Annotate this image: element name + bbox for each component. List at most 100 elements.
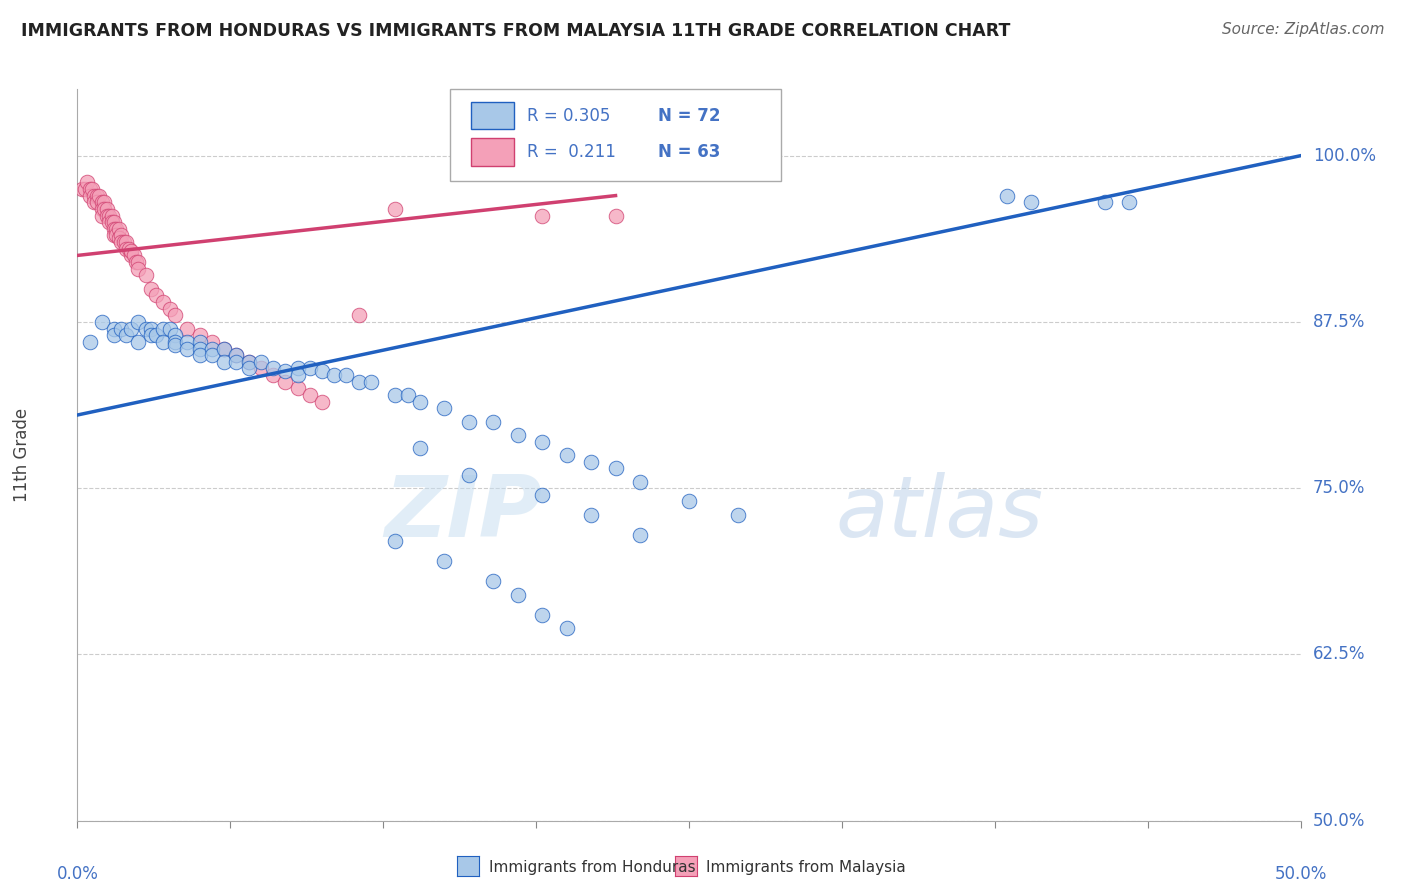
Point bbox=[139, 328, 162, 343]
Point bbox=[105, 228, 128, 243]
Point bbox=[225, 348, 247, 362]
Point bbox=[409, 394, 432, 409]
Point bbox=[212, 355, 235, 369]
Point bbox=[93, 202, 115, 216]
Point bbox=[79, 188, 101, 202]
Point bbox=[360, 375, 382, 389]
Point bbox=[96, 209, 118, 223]
Point bbox=[115, 328, 138, 343]
Point bbox=[115, 235, 138, 249]
Text: IMMIGRANTS FROM HONDURAS VS IMMIGRANTS FROM MALAYSIA 11TH GRADE CORRELATION CHAR: IMMIGRANTS FROM HONDURAS VS IMMIGRANTS F… bbox=[21, 22, 1011, 40]
Point bbox=[127, 255, 149, 269]
Point bbox=[165, 328, 187, 343]
Point bbox=[384, 534, 406, 549]
Point bbox=[1021, 195, 1043, 210]
Point bbox=[103, 228, 125, 243]
Point bbox=[201, 348, 224, 362]
Point bbox=[238, 361, 260, 376]
Point bbox=[79, 182, 101, 196]
Point bbox=[139, 282, 162, 296]
Text: N = 63: N = 63 bbox=[658, 143, 721, 161]
Text: atlas: atlas bbox=[835, 472, 1043, 555]
Point bbox=[201, 342, 224, 356]
Point bbox=[287, 368, 309, 383]
Point bbox=[86, 195, 108, 210]
Point bbox=[83, 195, 105, 210]
Point bbox=[152, 295, 174, 310]
FancyBboxPatch shape bbox=[471, 102, 515, 129]
Point bbox=[201, 334, 224, 349]
Point bbox=[212, 342, 235, 356]
Point bbox=[555, 621, 578, 635]
Text: 62.5%: 62.5% bbox=[1313, 646, 1365, 664]
Point bbox=[120, 244, 142, 259]
Point bbox=[347, 308, 370, 322]
Text: N = 72: N = 72 bbox=[658, 106, 721, 125]
Point bbox=[531, 209, 554, 223]
Point bbox=[409, 442, 432, 456]
Text: 50.0%: 50.0% bbox=[1313, 812, 1365, 830]
Text: Immigrants from Honduras: Immigrants from Honduras bbox=[489, 860, 696, 874]
Point bbox=[152, 334, 174, 349]
Point bbox=[335, 368, 357, 383]
Point bbox=[165, 337, 187, 351]
Point bbox=[110, 321, 132, 335]
Point bbox=[118, 242, 141, 256]
Point bbox=[135, 268, 157, 283]
Point bbox=[1118, 195, 1140, 210]
Text: R = 0.305: R = 0.305 bbox=[527, 106, 610, 125]
Point bbox=[122, 248, 145, 262]
Point bbox=[145, 328, 167, 343]
Point bbox=[120, 248, 142, 262]
Point bbox=[628, 527, 651, 541]
Point bbox=[188, 342, 211, 356]
Point bbox=[76, 175, 98, 189]
Point bbox=[110, 235, 132, 249]
Point bbox=[262, 361, 284, 376]
Point bbox=[579, 508, 602, 522]
Point bbox=[100, 209, 122, 223]
Text: R =  0.211: R = 0.211 bbox=[527, 143, 616, 161]
Point bbox=[188, 348, 211, 362]
Point bbox=[115, 242, 138, 256]
Point bbox=[287, 381, 309, 395]
Point bbox=[628, 475, 651, 489]
Point bbox=[127, 334, 149, 349]
Point bbox=[579, 454, 602, 468]
Point bbox=[135, 321, 157, 335]
Point bbox=[112, 235, 135, 249]
FancyBboxPatch shape bbox=[471, 138, 515, 166]
Point bbox=[83, 188, 105, 202]
Point bbox=[531, 434, 554, 449]
Point bbox=[80, 182, 103, 196]
Text: ZIP: ZIP bbox=[384, 472, 543, 555]
Point bbox=[159, 301, 181, 316]
Point bbox=[152, 321, 174, 335]
Point bbox=[311, 394, 333, 409]
Point bbox=[165, 334, 187, 349]
Text: 75.0%: 75.0% bbox=[1313, 479, 1365, 497]
Point bbox=[108, 231, 131, 245]
Point bbox=[212, 342, 235, 356]
Point bbox=[531, 607, 554, 622]
Point bbox=[120, 321, 142, 335]
Point bbox=[139, 321, 162, 335]
Point bbox=[250, 355, 273, 369]
Point bbox=[105, 222, 128, 236]
Text: Immigrants from Malaysia: Immigrants from Malaysia bbox=[706, 860, 905, 874]
Point bbox=[1094, 195, 1116, 210]
Point bbox=[727, 508, 749, 522]
Point bbox=[90, 195, 112, 210]
Point bbox=[555, 448, 578, 462]
Point bbox=[238, 355, 260, 369]
Point bbox=[108, 222, 131, 236]
Point bbox=[262, 368, 284, 383]
Point bbox=[90, 202, 112, 216]
Point bbox=[311, 364, 333, 378]
Point bbox=[384, 388, 406, 402]
Point bbox=[188, 334, 211, 349]
Point bbox=[274, 375, 297, 389]
Point bbox=[127, 261, 149, 276]
Point bbox=[323, 368, 346, 383]
Point bbox=[93, 195, 115, 210]
